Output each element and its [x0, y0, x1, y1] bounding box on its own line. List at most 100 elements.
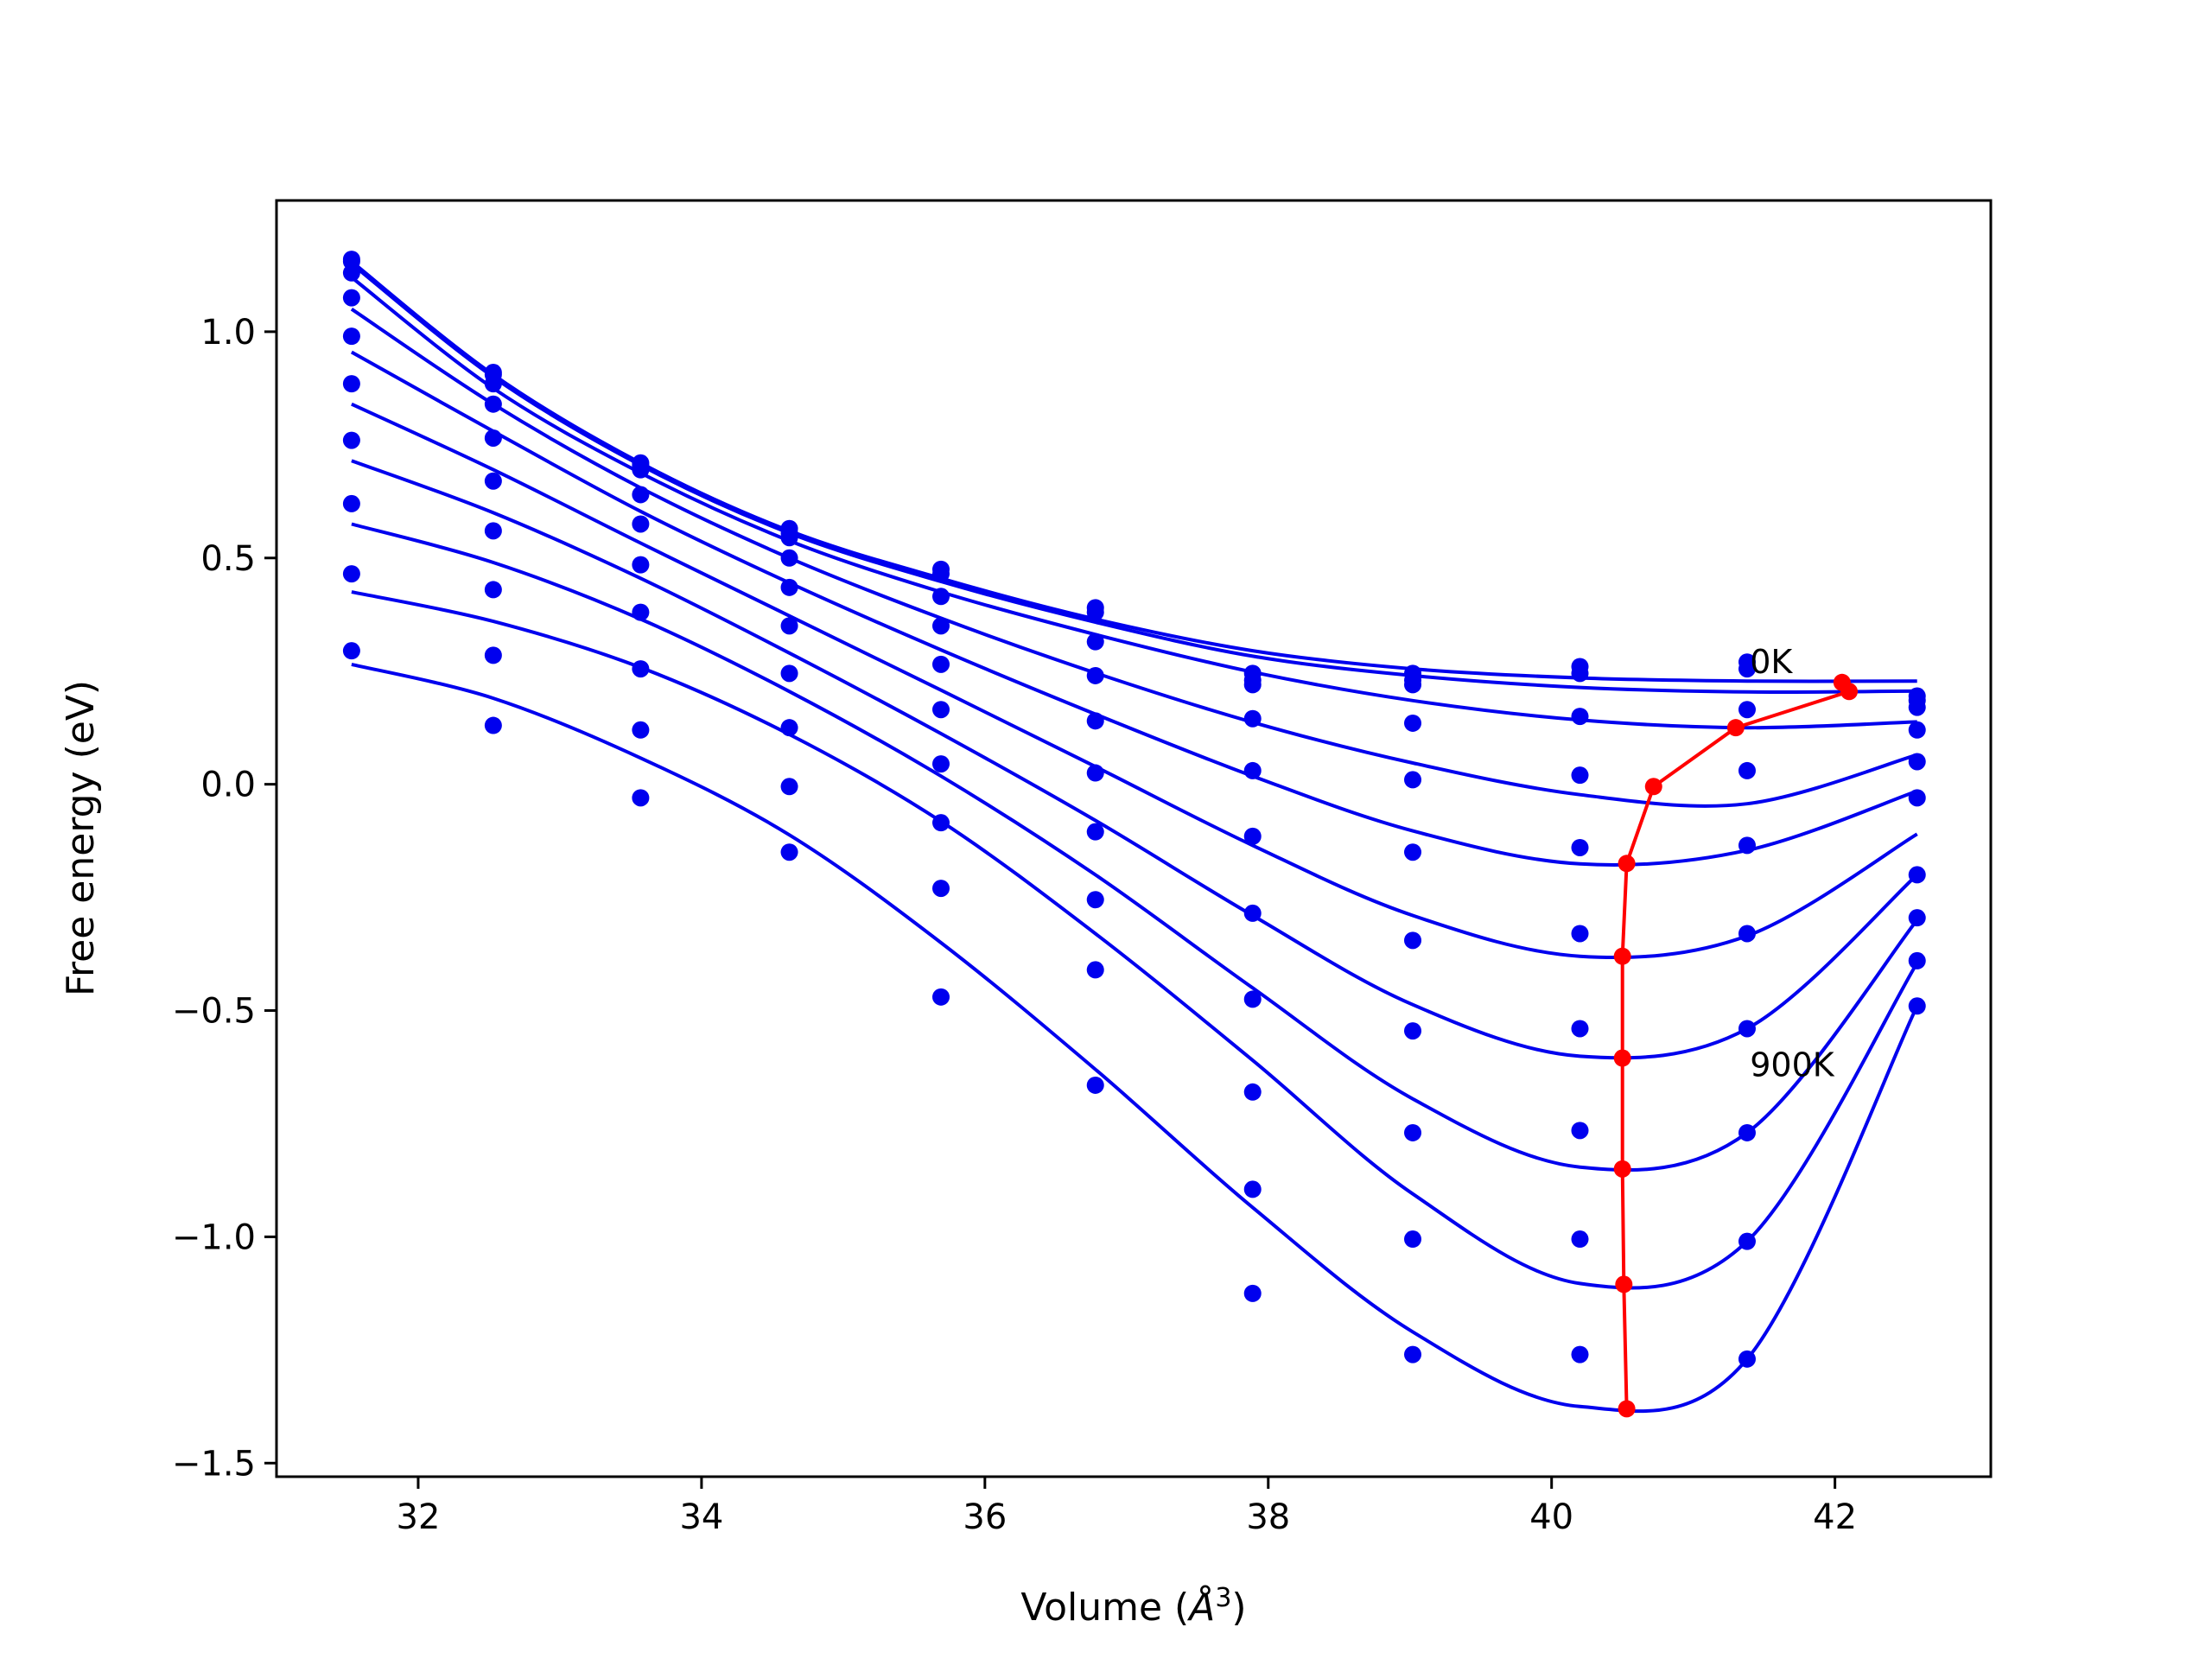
data-point	[1738, 660, 1756, 678]
data-point	[1243, 1284, 1262, 1302]
data-point	[1404, 1022, 1422, 1040]
data-point	[1404, 1345, 1422, 1363]
data-point	[1738, 1232, 1756, 1250]
minima-line	[1613, 673, 1859, 1418]
data-point	[1243, 827, 1262, 845]
data-points	[342, 251, 1926, 1368]
x-tick-label: 42	[1813, 1497, 1857, 1537]
x-axis-label: Volume (Å3)	[1020, 1583, 1246, 1630]
data-point	[932, 755, 950, 773]
data-point	[1738, 701, 1756, 719]
y-tick-label: −1.5	[172, 1444, 256, 1484]
data-point	[1738, 925, 1756, 943]
data-point	[1738, 761, 1756, 779]
data-point	[342, 289, 360, 307]
annotation-label: 900K	[1750, 1046, 1835, 1084]
annotations: 0K 900K	[1750, 643, 1835, 1084]
data-point	[1738, 1350, 1756, 1368]
data-point	[632, 486, 650, 504]
minimum-point	[1618, 1400, 1636, 1418]
data-point	[1571, 664, 1589, 683]
data-point	[1908, 866, 1926, 884]
data-point	[484, 472, 502, 490]
data-point	[1086, 764, 1104, 782]
data-point	[1738, 836, 1756, 855]
data-point	[1086, 712, 1104, 730]
minimum-point	[1618, 855, 1636, 873]
data-point	[1086, 823, 1104, 841]
data-point	[484, 429, 502, 447]
data-point	[342, 327, 360, 346]
data-point	[1404, 771, 1422, 789]
data-point	[1908, 997, 1926, 1015]
minimum-point	[1644, 778, 1662, 796]
data-point	[484, 581, 502, 599]
data-point	[632, 789, 650, 807]
data-point	[1243, 904, 1262, 922]
data-point	[342, 375, 360, 393]
data-point	[342, 565, 360, 583]
data-point	[780, 529, 798, 547]
data-point	[780, 719, 798, 737]
data-point	[1738, 1020, 1756, 1038]
data-point	[780, 549, 798, 567]
fit-curve-0	[350, 260, 1917, 683]
annotation-label: 0K	[1750, 643, 1793, 681]
fit-curves	[350, 260, 1919, 1414]
data-point	[342, 642, 360, 660]
data-point	[780, 617, 798, 635]
data-point	[484, 522, 502, 540]
data-point	[1243, 1180, 1262, 1198]
y-axis-ticks: 1.0 0.5 0.0 −0.5 −1.0 −1.5	[172, 313, 276, 1484]
data-point	[342, 494, 360, 512]
data-point	[484, 716, 502, 734]
minimum-point	[1615, 1275, 1633, 1294]
data-point	[1908, 721, 1926, 739]
data-point	[1404, 714, 1422, 732]
data-point	[342, 431, 360, 449]
data-point	[932, 565, 950, 583]
data-point	[932, 988, 950, 1006]
data-point	[484, 395, 502, 413]
data-point	[484, 646, 502, 664]
fit-curve-5	[351, 402, 1918, 960]
data-point	[932, 617, 950, 635]
data-point	[1243, 676, 1262, 694]
fit-curve-6	[351, 459, 1919, 1060]
y-tick-label: 1.0	[200, 313, 256, 353]
data-point	[1243, 709, 1262, 728]
data-point	[1571, 1122, 1589, 1140]
data-point	[932, 588, 950, 606]
data-point	[1086, 603, 1104, 621]
data-point	[484, 375, 502, 393]
data-point	[1404, 1123, 1422, 1141]
data-point	[632, 515, 650, 533]
data-point	[1086, 1076, 1104, 1094]
data-point	[632, 603, 650, 621]
data-point	[632, 660, 650, 678]
data-point	[632, 721, 650, 739]
y-axis-label: Free energy (eV)	[59, 680, 103, 996]
x-axis-ticks: 32 34 36 38 40 42	[397, 1477, 1857, 1537]
minimum-point	[1613, 1160, 1631, 1178]
data-point	[780, 778, 798, 796]
data-point	[1243, 1083, 1262, 1101]
data-point	[1908, 698, 1926, 716]
data-point	[342, 264, 360, 282]
data-point	[1571, 766, 1589, 785]
data-point	[1571, 1020, 1589, 1038]
data-point	[1908, 951, 1926, 969]
data-point	[1243, 990, 1262, 1008]
data-point	[632, 556, 650, 574]
data-point	[1908, 789, 1926, 807]
minima-path	[1620, 681, 1853, 1409]
data-point	[1571, 925, 1589, 943]
data-point	[1243, 761, 1262, 779]
data-point	[1571, 838, 1589, 856]
data-point	[932, 655, 950, 673]
data-point	[632, 461, 650, 479]
minimum-point	[1613, 1049, 1631, 1067]
data-point	[1404, 843, 1422, 861]
data-point	[1086, 961, 1104, 979]
